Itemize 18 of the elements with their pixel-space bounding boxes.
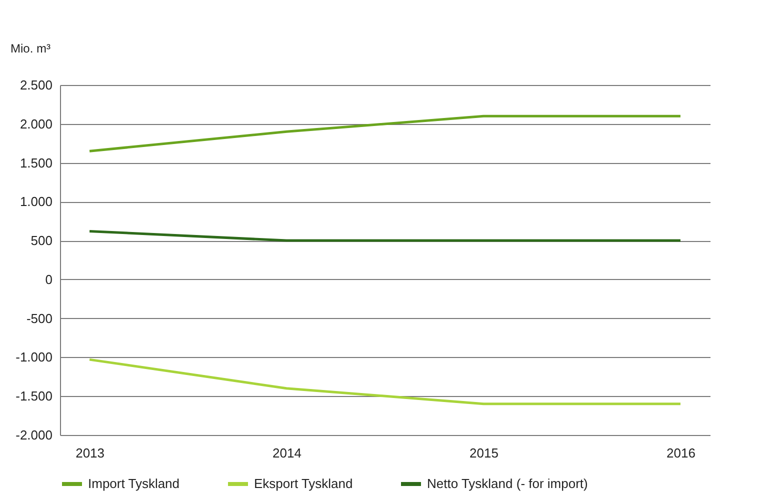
- x-tick-label: 2013: [76, 446, 105, 460]
- y-tick-label: -500: [26, 310, 52, 326]
- y-tick-label: -1.500: [16, 388, 52, 404]
- legend-label: Import Tyskland: [88, 476, 180, 491]
- legend-label: Eksport Tyskland: [254, 476, 353, 491]
- x-tick-label: 2016: [666, 446, 696, 460]
- y-tick-label: -2.000: [16, 428, 52, 442]
- x-tick-label: 2015: [470, 446, 498, 460]
- y-axis-title: Mio. m³: [10, 42, 50, 56]
- x-tick-label: 2014: [272, 446, 302, 460]
- y-tick-label: -1.000: [16, 350, 52, 365]
- legend-label: Netto Tyskland (- for import): [427, 476, 588, 491]
- y-tick-label: 2.000: [20, 116, 52, 132]
- y-tick-label: 0: [45, 272, 52, 287]
- y-tick-label: 500: [30, 233, 52, 248]
- y-tick-label: 1.500: [20, 155, 52, 170]
- y-tick-label: 1.000: [20, 194, 52, 210]
- y-tick-label: 2.500: [20, 78, 52, 92]
